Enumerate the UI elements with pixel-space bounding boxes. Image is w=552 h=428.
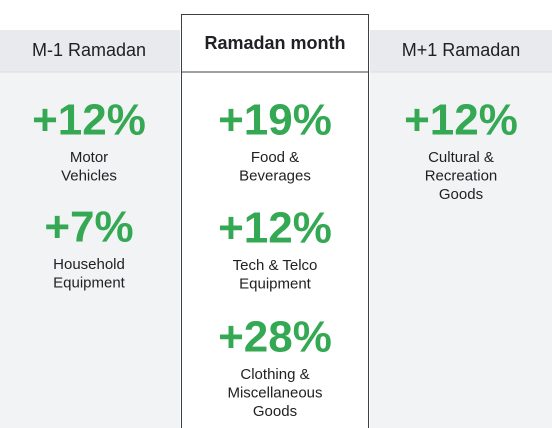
stat-label: Recreation [425,167,498,184]
stat-label: Goods [439,186,483,203]
header-bg [370,30,552,72]
stat-value: +12% [218,204,332,253]
stat-value: +12% [404,96,518,145]
stat-value: +28% [218,313,332,362]
stat-label: Tech & Telco [233,257,318,274]
stat-value: +7% [44,203,133,252]
stat-label: Food & [251,149,299,166]
column-bg [370,30,552,428]
stat-label: Cultural & [428,149,494,166]
stat-label: Equipment [239,275,312,292]
column-header: Ramadan month [204,33,345,53]
stat-value: +19% [218,96,332,145]
highlight-column [181,14,369,428]
stat-value: +12% [32,96,146,145]
stat-label: Household [53,256,125,273]
stat-label: Clothing & [240,366,309,383]
stat-label: Miscellaneous [227,384,322,401]
stat-label: Motor [70,149,108,166]
stat-label: Beverages [239,167,311,184]
column-bg [0,30,180,428]
column-header: M-1 Ramadan [32,40,146,60]
column-header: M+1 Ramadan [402,40,521,60]
stat-label: Goods [253,403,297,420]
stat-label: Vehicles [61,167,117,184]
header-bg [0,30,180,72]
stat-label: Equipment [53,274,126,291]
